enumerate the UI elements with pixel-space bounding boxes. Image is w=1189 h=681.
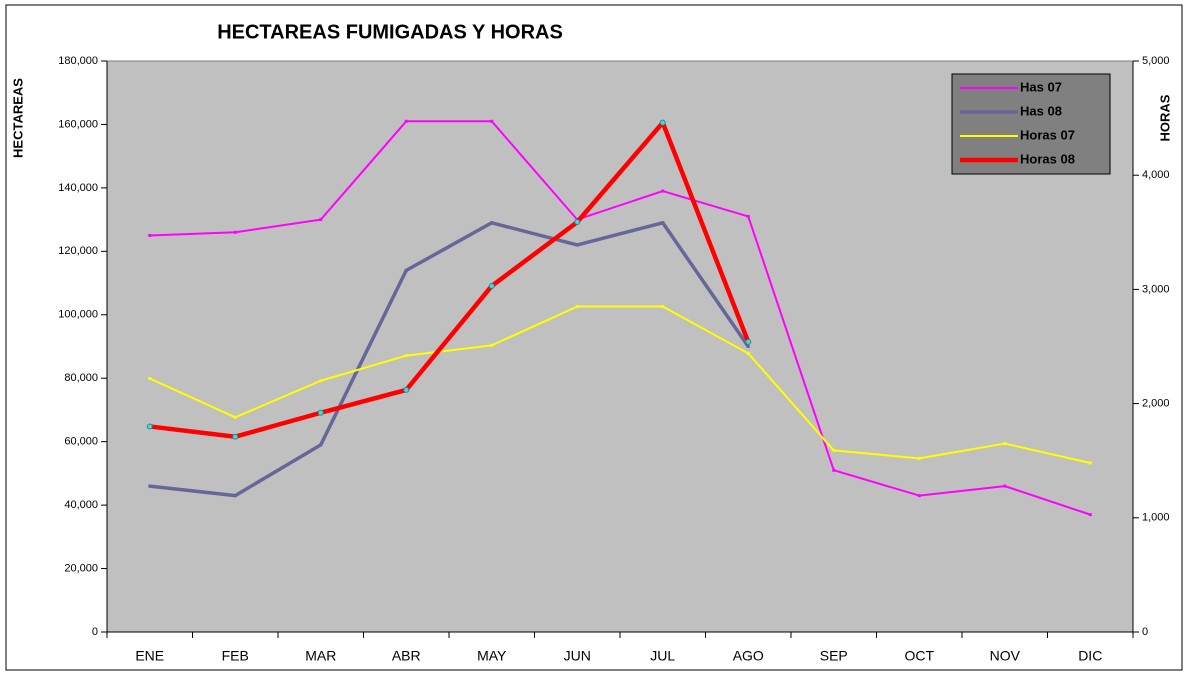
x-tick-label: MAY [477,648,507,664]
x-tick-label: AGO [733,648,764,664]
point-marker [233,230,237,234]
point-marker [488,282,495,289]
series-line [149,120,1091,516]
series-line [149,305,1091,464]
point-marker [233,415,237,419]
point-marker [404,119,408,123]
y-tick-label: 160,000 [58,118,98,130]
y2-tick-label: 0 [1142,626,1148,638]
point-marker [490,119,494,123]
y-tick-label: 120,000 [58,245,98,257]
point-marker [317,409,324,416]
point-marker [319,218,323,222]
y2-tick-label: 4,000 [1142,169,1170,181]
y-tick-label: 180,000 [58,55,98,67]
y2-tick-label: 3,000 [1142,283,1170,295]
point-marker [232,433,239,440]
point-marker [1003,484,1007,488]
y-tick-label: 100,000 [58,309,98,321]
x-tick-label: JUL [650,648,675,664]
x-tick-label: ENE [135,648,164,664]
y-tick-label: 0 [92,626,98,638]
point-marker [148,376,152,380]
y-axis-label: HECTAREAS [10,78,25,158]
y-tick-label: 40,000 [64,499,98,511]
x-tick-label: MAR [305,648,336,664]
series-line [149,221,750,498]
point-marker [746,214,750,218]
point-marker [745,338,752,345]
x-tick-label: OCT [904,648,934,664]
point-marker [404,268,408,272]
x-tick-label: DIC [1078,648,1102,664]
point-marker [148,484,152,488]
y-tick-label: 60,000 [64,436,98,448]
point-marker [659,119,666,126]
y2-axis-label: HORAS [1157,94,1172,141]
point-marker [832,468,836,472]
x-tick-label: JUN [564,648,591,664]
y2-tick-label: 2,000 [1142,398,1170,410]
point-marker [403,386,410,393]
point-marker [404,354,408,358]
y-tick-label: 140,000 [58,182,98,194]
x-tick-label: SEP [820,648,848,664]
point-marker [490,221,494,225]
point-marker [575,243,579,247]
legend-label: Has 07 [1020,79,1062,94]
y-tick-label: 80,000 [64,372,98,384]
legend-label: Has 08 [1020,103,1062,118]
legend-label: Horas 08 [1020,151,1075,166]
legend-label: Horas 07 [1020,127,1075,142]
point-marker [746,345,750,348]
y2-tick-label: 5,000 [1142,55,1170,67]
point-marker [917,494,921,498]
point-marker [574,219,581,226]
point-marker [319,443,323,447]
y-tick-label: 20,000 [64,562,98,574]
point-marker [661,221,665,225]
point-marker [746,351,750,355]
legend [951,73,1111,175]
y2-tick-label: 1,000 [1142,512,1170,524]
point-marker [661,189,665,193]
point-marker [832,448,836,452]
point-marker [233,494,237,498]
x-tick-label: NOV [990,648,1021,664]
x-tick-label: FEB [222,648,249,664]
point-marker [661,305,665,309]
series-line [149,120,751,439]
point-marker [148,233,152,237]
point-marker [1088,461,1092,465]
point-marker [917,456,921,460]
chart-title: HECTAREAS FUMIGADAS Y HORAS [217,21,563,43]
point-marker [319,379,323,383]
point-marker [490,343,494,347]
point-marker [575,305,579,309]
x-tick-label: ABR [392,648,421,664]
point-marker [146,423,153,430]
point-marker [1003,442,1007,446]
point-marker [1088,513,1092,517]
